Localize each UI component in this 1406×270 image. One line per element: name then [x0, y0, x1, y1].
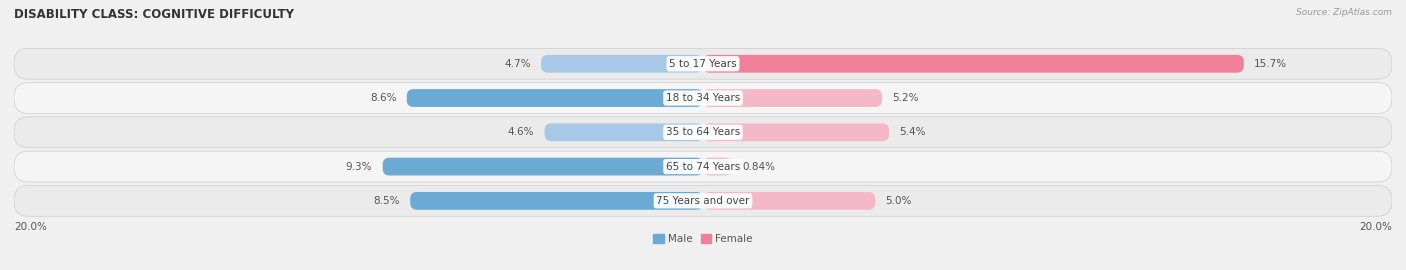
Text: 9.3%: 9.3% — [346, 161, 373, 171]
Text: Source: ZipAtlas.com: Source: ZipAtlas.com — [1296, 8, 1392, 17]
Text: 5.2%: 5.2% — [893, 93, 920, 103]
FancyBboxPatch shape — [541, 55, 703, 73]
FancyBboxPatch shape — [382, 158, 703, 176]
FancyBboxPatch shape — [14, 83, 1392, 113]
Text: 20.0%: 20.0% — [1360, 222, 1392, 232]
Text: 5.0%: 5.0% — [886, 196, 912, 206]
FancyBboxPatch shape — [703, 89, 882, 107]
Text: 15.7%: 15.7% — [1254, 59, 1288, 69]
Text: 35 to 64 Years: 35 to 64 Years — [666, 127, 740, 137]
Text: 18 to 34 Years: 18 to 34 Years — [666, 93, 740, 103]
FancyBboxPatch shape — [411, 192, 703, 210]
FancyBboxPatch shape — [14, 48, 1392, 79]
Text: 8.6%: 8.6% — [370, 93, 396, 103]
FancyBboxPatch shape — [703, 123, 889, 141]
FancyBboxPatch shape — [14, 151, 1392, 182]
FancyBboxPatch shape — [544, 123, 703, 141]
Legend: Male, Female: Male, Female — [650, 230, 756, 248]
FancyBboxPatch shape — [703, 55, 1244, 73]
Text: 8.5%: 8.5% — [374, 196, 399, 206]
Text: 4.6%: 4.6% — [508, 127, 534, 137]
FancyBboxPatch shape — [406, 89, 703, 107]
Text: DISABILITY CLASS: COGNITIVE DIFFICULTY: DISABILITY CLASS: COGNITIVE DIFFICULTY — [14, 8, 294, 21]
Text: 5 to 17 Years: 5 to 17 Years — [669, 59, 737, 69]
Text: 4.7%: 4.7% — [505, 59, 531, 69]
FancyBboxPatch shape — [703, 192, 875, 210]
FancyBboxPatch shape — [703, 158, 733, 176]
Text: 65 to 74 Years: 65 to 74 Years — [666, 161, 740, 171]
Text: 75 Years and over: 75 Years and over — [657, 196, 749, 206]
Text: 5.4%: 5.4% — [900, 127, 925, 137]
Text: 0.84%: 0.84% — [742, 161, 775, 171]
FancyBboxPatch shape — [14, 117, 1392, 148]
Text: 20.0%: 20.0% — [14, 222, 46, 232]
FancyBboxPatch shape — [14, 185, 1392, 216]
